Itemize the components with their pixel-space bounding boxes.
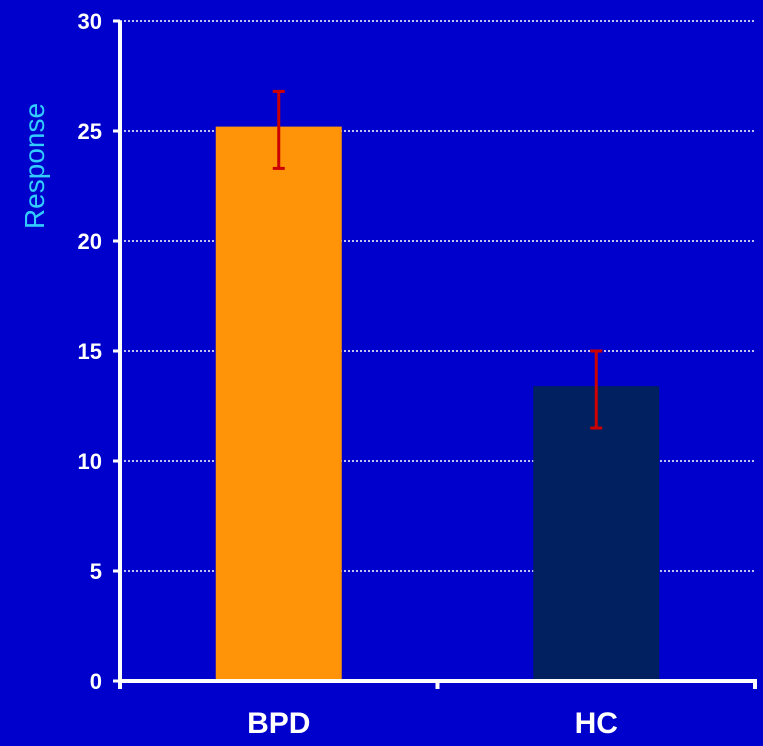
bar-bpd [216, 127, 342, 681]
bars [216, 127, 660, 681]
y-tick-labels: 0 5 10 15 20 25 30 [78, 9, 102, 694]
y-tick-label: 15 [78, 339, 102, 364]
y-axis-title: Response [19, 103, 50, 229]
y-tick-label: 0 [90, 669, 102, 694]
y-tick-label: 10 [78, 449, 102, 474]
y-tick-label: 30 [78, 9, 102, 34]
x-tick-labels: BPD HC [247, 707, 618, 740]
grid-lines [120, 21, 755, 571]
bar-hc [533, 386, 659, 681]
y-tick-label: 5 [90, 559, 102, 584]
y-tick-label: 25 [78, 119, 102, 144]
y-tick-label: 20 [78, 229, 102, 254]
x-tick-label-bpd: BPD [247, 707, 310, 740]
axes [113, 21, 757, 689]
x-tick-label-hc: HC [575, 707, 618, 740]
